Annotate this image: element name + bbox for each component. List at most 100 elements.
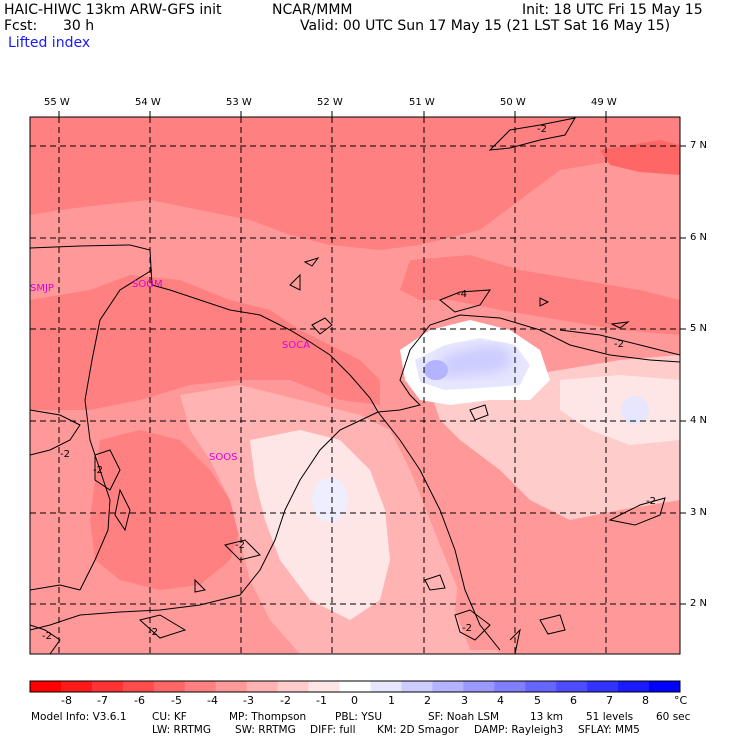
init-time: Init: 18 UTC Fri 15 May 15 bbox=[522, 2, 703, 18]
org-label: NCAR/MMM bbox=[272, 2, 353, 18]
colorbar-label: 0 bbox=[351, 694, 358, 707]
colorbar-swatch bbox=[432, 681, 464, 692]
model-info: SW: RRTMG bbox=[235, 724, 296, 736]
lon-label: 54 W bbox=[135, 97, 161, 108]
colorbar-label: 5 bbox=[534, 694, 541, 707]
lon-label: 53 W bbox=[226, 97, 252, 108]
lon-label: 55 W bbox=[44, 97, 70, 108]
model-info: CU: KF bbox=[152, 711, 187, 723]
station-label: SOCA bbox=[282, 340, 311, 351]
colorbar-swatch bbox=[91, 681, 124, 692]
contour-label: -2 bbox=[60, 449, 70, 460]
contour-label: -2 bbox=[148, 627, 158, 638]
colorbar-cells bbox=[30, 681, 681, 692]
borders bbox=[30, 244, 680, 651]
model-title: HAIC-HIWC 13km ARW-GFS init bbox=[4, 2, 222, 18]
colorbar-swatch bbox=[184, 681, 217, 692]
colorbar-swatch bbox=[277, 681, 310, 692]
contour-line bbox=[30, 409, 81, 456]
colorbar-swatch bbox=[401, 681, 433, 692]
contour-line bbox=[114, 488, 131, 532]
contour-line bbox=[608, 497, 666, 526]
contour-line bbox=[539, 614, 566, 635]
contour-line bbox=[559, 329, 680, 356]
colorbar-label: -2 bbox=[280, 694, 291, 707]
colorbar-swatch bbox=[30, 681, 62, 692]
contour-line bbox=[509, 628, 521, 654]
colorbar-swatch bbox=[153, 681, 186, 692]
valid-time: Valid: 00 UTC Sun 17 May 15 (21 LST Sat … bbox=[300, 18, 671, 34]
colorbar-swatch bbox=[339, 681, 371, 692]
contour-label: -2 bbox=[42, 631, 52, 642]
colorbar-label: 3 bbox=[461, 694, 468, 707]
model-info: SFLAY: MM5 bbox=[578, 724, 640, 736]
border-west bbox=[30, 584, 81, 591]
map-frame bbox=[29, 116, 681, 655]
colorbar-label: 8 bbox=[642, 694, 649, 707]
model-info: DAMP: Rayleigh3 bbox=[474, 724, 564, 736]
contour-line bbox=[311, 317, 333, 335]
coastline bbox=[30, 244, 379, 413]
model-info: SF: Noah LSM bbox=[428, 711, 500, 723]
colorbar-swatch bbox=[370, 681, 402, 692]
contour-line bbox=[94, 449, 121, 491]
model-info: Model Info: V3.6.1 bbox=[31, 711, 127, 723]
station-label: SMJP bbox=[30, 283, 54, 294]
axis-ticks bbox=[58, 111, 686, 605]
contour-label: -2 bbox=[93, 465, 103, 476]
colorbar-label: 1 bbox=[388, 694, 395, 707]
lon-label: 51 W bbox=[409, 97, 435, 108]
contours bbox=[30, 117, 680, 654]
border-fg-brazil bbox=[30, 411, 379, 631]
forecast-label: Fcst: bbox=[4, 18, 38, 34]
model-info: LW: RRTMG bbox=[152, 724, 211, 736]
colorbar-swatch bbox=[308, 681, 341, 692]
contour-line bbox=[454, 609, 491, 641]
colorbar-swatch bbox=[494, 681, 526, 692]
colorbar-label: -3 bbox=[243, 694, 254, 707]
contour-line bbox=[439, 289, 491, 313]
colorbar-swatch bbox=[649, 681, 681, 692]
lat-label: 6 N bbox=[690, 232, 708, 243]
colorbar-label: 2 bbox=[424, 694, 431, 707]
station-label: SOGM bbox=[132, 279, 163, 290]
model-info: KM: 2D Smagor bbox=[377, 724, 459, 736]
colorbar-label: -5 bbox=[171, 694, 182, 707]
model-info: DIFF: full bbox=[310, 724, 356, 736]
colorbar-label: -7 bbox=[97, 694, 108, 707]
model-info: MP: Thompson bbox=[229, 711, 307, 723]
lat-label: 3 N bbox=[690, 507, 708, 518]
contour-line bbox=[610, 321, 630, 329]
model-info: PBL: YSU bbox=[335, 711, 383, 723]
contour-label: -2 bbox=[537, 124, 547, 135]
lat-label: 4 N bbox=[690, 415, 708, 426]
lon-label: 52 W bbox=[317, 97, 343, 108]
colorbar-swatch bbox=[60, 681, 93, 692]
field-name: Lifted index bbox=[8, 35, 91, 51]
contour-line bbox=[224, 539, 261, 561]
model-info: 13 km bbox=[530, 711, 564, 723]
coastline-east bbox=[377, 314, 680, 413]
contour-line bbox=[138, 614, 187, 639]
contour-label: -2 bbox=[646, 496, 656, 507]
colorbar-frame bbox=[29, 680, 681, 693]
lon-label: 50 W bbox=[500, 97, 526, 108]
model-info: 60 sec bbox=[656, 711, 691, 723]
forecast-value: 30 h bbox=[63, 18, 95, 34]
contour-line bbox=[539, 297, 550, 307]
contour-line bbox=[289, 273, 301, 291]
station-label: SOOS bbox=[209, 452, 238, 463]
lon-label: 49 W bbox=[591, 97, 617, 108]
colorbar-label: -1 bbox=[316, 694, 327, 707]
lat-lon-grid bbox=[30, 117, 680, 654]
colorbar-label: -8 bbox=[61, 694, 72, 707]
lifted-index-field bbox=[30, 117, 680, 654]
lat-label: 7 N bbox=[690, 140, 708, 151]
colorbar-swatch bbox=[246, 681, 279, 692]
contour-label: -4 bbox=[457, 289, 467, 300]
contour-line bbox=[194, 578, 207, 593]
colorbar-label: 7 bbox=[606, 694, 613, 707]
border-suriname-fg bbox=[79, 269, 153, 591]
contour-label: -2 bbox=[614, 339, 624, 350]
